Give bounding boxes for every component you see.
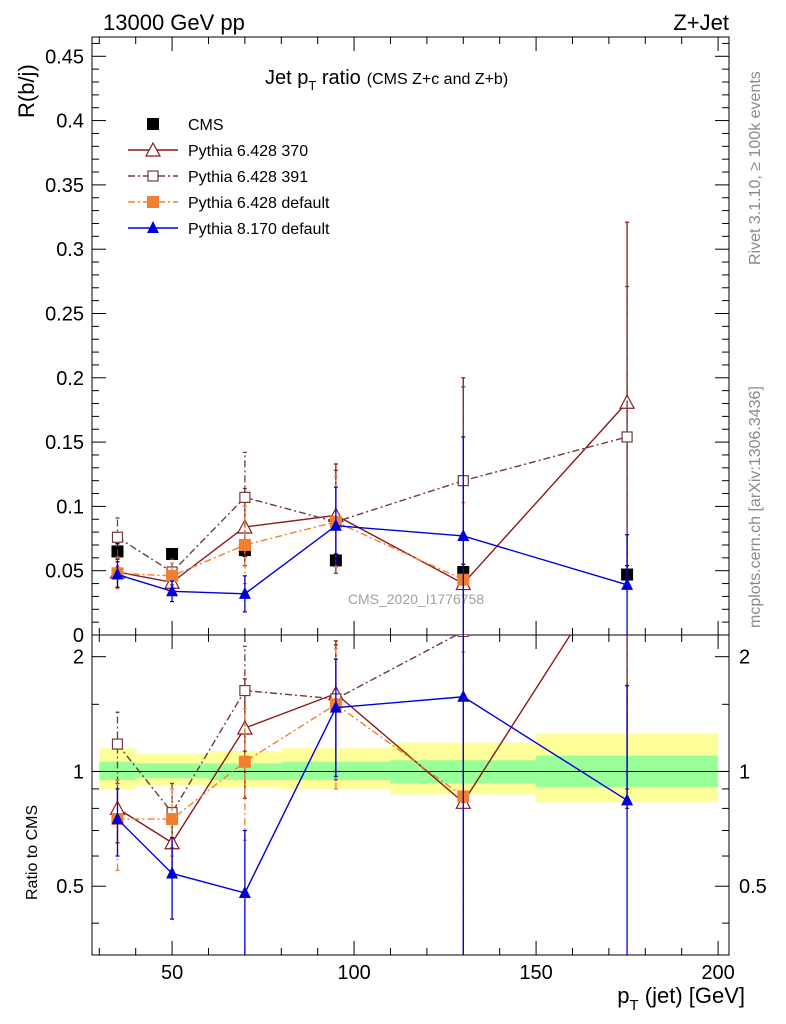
x-axis-label: pT (jet) [GeV] (617, 983, 745, 1014)
y-tick-label: 0.4 (56, 111, 84, 133)
header-energy-label: 13000 GeV pp (103, 10, 245, 35)
ratio-axes: 0.5 0.5 1 1 2 2 50 100 150 200 (56, 635, 767, 984)
main-plot-series (109, 221, 636, 635)
x-tick-label: 50 (161, 962, 183, 984)
ratio-plot-series (109, 635, 634, 955)
xlabel-rest: (jet) [GeV] (639, 983, 745, 1008)
legend-marker (144, 141, 162, 157)
y-tick-label: 0.35 (45, 175, 84, 197)
legend-item-pythia-6-428-default: Pythia 6.428 default (128, 195, 330, 212)
point-pythia-8-170-default (329, 700, 342, 713)
ratio-plot-frame (91, 634, 730, 956)
line-pythia-6-428-391 (116, 635, 458, 814)
line-pythia-6-428-default (117, 703, 464, 820)
y-tick-label: 0.15 (45, 432, 84, 454)
ratio-y-tick-label-right: 2 (739, 647, 750, 669)
point-pythia-8-170-default (111, 567, 124, 580)
legend-label: Pythia 8.170 default (188, 221, 330, 238)
point-pythia-6-428-391 (239, 491, 251, 503)
line-pythia-6-428-370 (117, 401, 628, 585)
point-pythia-6-428-391 (239, 684, 251, 697)
legend-item-cms: CMS (147, 117, 224, 134)
legend-marker (147, 221, 159, 233)
mcplots-label: mcplots.cern.ch [arXiv:1306.3436] (747, 386, 764, 628)
uncertainty-band-inner (135, 763, 209, 779)
main-plot-title: Jet pT ratio (CMS Z+c and Z+b) (265, 67, 508, 93)
ratio-y-tick-label-left: 1 (73, 761, 84, 783)
legend-label: Pythia 6.428 370 (188, 143, 308, 160)
line-pythia-6-428-default (117, 521, 464, 581)
legend-label: CMS (188, 117, 224, 134)
legend-marker (147, 170, 159, 182)
main-y-axis-label: R(b/j) (14, 64, 39, 118)
x-tick-label: 100 (337, 962, 370, 984)
line-pythia-8-170-default (116, 696, 628, 894)
uncertainty-band-inner (99, 761, 136, 780)
series-pythia-6-428-default (111, 476, 470, 635)
legend: CMS Pythia 6.428 370 Pythia 6.428 391 Pythi… (128, 117, 330, 238)
main-y-axis: 0 0.05 0.1 0.15 0.2 0.25 0.3 0.35 0.4 0.45 (45, 37, 729, 647)
ratio-y-tick-label-right: 0.5 (739, 876, 767, 898)
line-pythia-6-428-391 (117, 436, 628, 573)
point-pythia-6-428-default (166, 813, 179, 826)
line-pythia-6-428-370 (117, 635, 572, 844)
line-pythia-8-170-default (117, 524, 628, 595)
xlabel-main: p (617, 983, 629, 1008)
point-pythia-8-170-default (457, 528, 470, 541)
ratio-y-tick-label-right: 1 (739, 761, 750, 783)
point-pythia-6-428-default (166, 569, 179, 582)
ratio-plot-bands (92, 733, 729, 803)
point-pythia-8-170-default (621, 577, 634, 590)
point-pythia-8-170-default (111, 812, 124, 825)
y-tick-label: 0 (73, 625, 84, 647)
series-pythia-8-170-default (111, 635, 634, 955)
xlabel-subscript: T (629, 997, 638, 1014)
legend-marker (147, 196, 159, 208)
title-main: Jet p (265, 67, 308, 89)
point-pythia-6-428-default (238, 755, 251, 768)
series-pythia-6-428-370 (109, 221, 636, 635)
header-process-label: Z+Jet (673, 10, 729, 35)
y-tick-label: 0.1 (56, 496, 84, 518)
point-pythia-8-170-default (457, 689, 470, 702)
title-note: (CMS Z+c and Z+b) (367, 71, 508, 88)
y-tick-label: 0.25 (45, 303, 84, 325)
point-pythia-6-428-default (238, 538, 251, 551)
point-pythia-8-170-default (238, 885, 251, 898)
legend-item-pythia-6-428-391: Pythia 6.428 391 (128, 169, 308, 186)
y-tick-label: 0.05 (45, 561, 84, 583)
point-pythia-8-170-default (166, 866, 179, 879)
ratio-y-axis-label: Ratio to CMS (24, 805, 41, 900)
analysis-label: CMS_2020_I1776758 (348, 591, 484, 607)
point-cms (166, 547, 179, 560)
point-pythia-8-170-default (166, 584, 179, 597)
point-pythia-8-170-default (238, 586, 251, 599)
legend-item-pythia-8-170-default: Pythia 8.170 default (128, 221, 330, 238)
y-tick-label: 0.3 (56, 239, 84, 261)
y-tick-label: 0.2 (56, 368, 84, 390)
title-rest: ratio (316, 67, 360, 89)
series-pythia-6-428-391 (111, 285, 633, 589)
x-tick-label: 150 (519, 962, 552, 984)
ratio-y-tick-label-left: 0.5 (56, 876, 84, 898)
rivet-version-label: Rivet 3.1.10, ≥ 100k events (747, 71, 764, 265)
y-tick-label: 0.45 (45, 46, 84, 68)
point-pythia-6-428-391 (621, 431, 633, 443)
title-subscript: T (308, 78, 316, 93)
point-pythia-8-170-default (329, 518, 342, 531)
legend-marker (147, 118, 159, 130)
point-pythia-6-428-391 (111, 738, 124, 750)
legend-label: Pythia 6.428 default (188, 195, 330, 212)
ratio-y-tick-label-left: 2 (73, 647, 84, 669)
series-pythia-8-170-default (111, 436, 634, 635)
x-tick-label: 200 (701, 962, 734, 984)
legend-label: Pythia 6.428 391 (188, 169, 308, 186)
legend-item-pythia-6-428-370: Pythia 6.428 370 (128, 141, 308, 160)
point-pythia-8-170-default (621, 793, 634, 806)
point-pythia-6-428-391 (111, 531, 124, 543)
